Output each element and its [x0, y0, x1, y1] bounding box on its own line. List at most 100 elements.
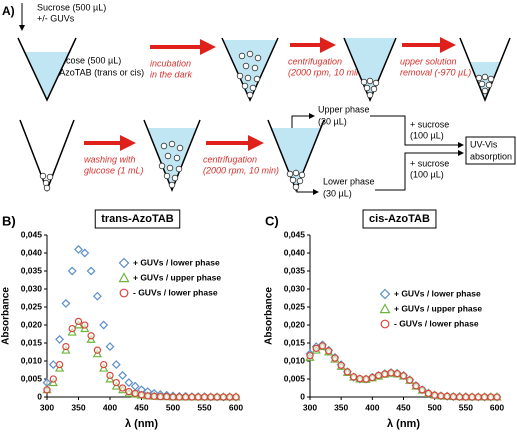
step-label: washing with: [84, 154, 136, 164]
data-point: [487, 393, 495, 401]
legend-label: + GUVs / upper phase: [133, 272, 221, 282]
data-point: [387, 369, 395, 377]
vesicle: [366, 91, 374, 99]
data-point: [207, 393, 215, 401]
vesicle: [292, 183, 300, 191]
step-label: removal (-970 µL): [400, 67, 471, 77]
y-tick-label: 0,035: [284, 265, 306, 275]
data-point: [381, 370, 389, 378]
liquid: [344, 38, 396, 100]
vesicle: [372, 79, 380, 87]
arrow: [296, 188, 319, 195]
panel-label: B): [2, 213, 16, 228]
legend-marker: [379, 288, 391, 300]
vesicle: [487, 75, 495, 83]
data-point: [68, 324, 76, 333]
data-point: [111, 360, 121, 370]
vesicle: [242, 62, 250, 70]
x-tick-label: 400: [103, 402, 117, 412]
data-point: [150, 392, 158, 400]
label: absorption: [470, 151, 512, 161]
legend-label: + GUVs / upper phase: [394, 303, 482, 313]
data-point: [93, 346, 102, 354]
label: (100 µL): [410, 130, 444, 140]
data-point: [130, 381, 140, 391]
data-point: [399, 372, 408, 380]
x-tick-label: 500: [428, 402, 442, 412]
x-axis-label: λ (nm): [125, 418, 158, 430]
legend-label: - GUVs / lower phase: [133, 287, 218, 297]
x-axis-label: λ (nm): [387, 418, 420, 430]
panel-label: C): [265, 213, 279, 228]
data-point: [343, 368, 352, 376]
title-box: [94, 209, 181, 229]
x-tick-label: 500: [166, 402, 180, 412]
liquid: [469, 62, 501, 100]
data-point: [443, 392, 451, 400]
data-point: [99, 320, 109, 330]
y-tick-label: 0,025: [21, 301, 43, 311]
legend-marker: [380, 319, 390, 329]
x-tick-label: 550: [197, 402, 211, 412]
data-point: [424, 389, 433, 398]
data-point: [331, 354, 339, 362]
box: [465, 136, 516, 165]
y-tick-label: 0,020: [284, 319, 306, 329]
data-point: [306, 351, 314, 360]
data-point: [48, 360, 58, 370]
step-label: (2000 rpm, 10 min): [203, 165, 279, 175]
liquid: [222, 40, 278, 100]
x-tick-label: 300: [303, 402, 317, 412]
data-point: [137, 391, 146, 399]
data-point: [112, 378, 120, 387]
tube: [221, 37, 279, 102]
legend-marker: [379, 303, 391, 314]
data-point: [312, 344, 320, 353]
vesicle: [296, 177, 304, 185]
data-point: [67, 266, 77, 276]
legend-marker: [118, 272, 130, 283]
data-point: [144, 392, 152, 400]
vesicle: [163, 172, 171, 180]
vesicle: [244, 74, 252, 82]
vesicle: [298, 171, 306, 179]
title-box: [362, 209, 437, 229]
vesicle: [363, 84, 371, 92]
vesicle: [360, 78, 368, 86]
chart-title: trans-AzoTAB: [101, 213, 174, 225]
chart-title: cis-AzoTAB: [369, 213, 430, 225]
data-point: [74, 317, 83, 326]
data-point: [325, 347, 333, 355]
y-tick-label: 0,005: [284, 373, 306, 383]
vesicle: [478, 80, 486, 88]
data-point: [232, 393, 240, 401]
step-label: in the dark: [150, 69, 193, 79]
label: + sucrose: [410, 119, 449, 129]
data-point: [125, 387, 133, 396]
step-label: upper solution: [400, 56, 457, 66]
data-point: [169, 393, 177, 401]
vesicle: [43, 184, 51, 192]
step-label: incubation: [150, 58, 191, 68]
y-tick-label: 0,010: [284, 355, 306, 365]
arrow: [370, 115, 464, 148]
x-tick-label: 550: [459, 402, 473, 412]
data-point: [219, 393, 228, 401]
data-point: [62, 342, 70, 351]
arrow: [291, 113, 315, 128]
legend-label: + GUVs / lower phase: [394, 288, 481, 298]
y-axis-label: Absorbance: [264, 287, 275, 345]
vesicle: [481, 73, 489, 81]
data-point: [393, 369, 401, 378]
vesicle: [173, 154, 181, 162]
label: Upper phase: [318, 104, 370, 114]
chart: C) cis-AzoTAB 0 0,005 0,010 0,015 0,020 0,025 0,…: [264, 209, 504, 430]
x-tick-label: 600: [490, 402, 504, 412]
vesicle: [176, 144, 184, 152]
liquid: [271, 128, 321, 190]
label: UV-Vis: [470, 139, 498, 149]
y-tick-label: 0,020: [21, 319, 43, 329]
tube: [17, 37, 77, 102]
vesicle: [481, 87, 489, 95]
